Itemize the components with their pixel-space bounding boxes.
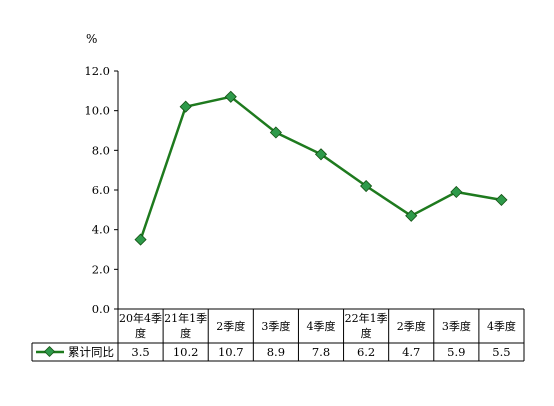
data-value-label: 10.7 (218, 345, 244, 359)
series-line (139, 95, 502, 241)
legend-label: 累计同比 (68, 345, 114, 359)
data-point-marker (179, 100, 192, 113)
data-value-label: 5.9 (447, 345, 465, 359)
data-value-label: 6.2 (357, 345, 375, 359)
category-label: 4季度 (487, 319, 516, 333)
category-label: 4季度 (307, 319, 336, 333)
legend: 累计同比 (36, 345, 114, 359)
data-point-marker (314, 148, 328, 161)
data-value-label: 4.7 (402, 345, 420, 359)
data-value-label: 5.5 (492, 345, 510, 359)
data-table-grid (31, 308, 525, 362)
y-tick-label: 8.0 (92, 143, 110, 157)
y-tick-label: 2.0 (92, 262, 110, 276)
category-label: 度 (135, 326, 146, 340)
category-label: 2季度 (397, 319, 426, 333)
y-tick-label: 0.0 (92, 302, 110, 316)
y-tick-label: 10.0 (84, 104, 110, 118)
y-tick-label: 12.0 (84, 64, 110, 78)
category-label: 3季度 (442, 319, 471, 333)
y-axis: 0.0 2.0 4.0 6.0 8.0 10.0 12.0 (84, 64, 119, 316)
category-label: 20年4季 (119, 311, 162, 325)
category-label: 3季度 (261, 319, 290, 333)
data-value-label: 7.8 (312, 345, 330, 359)
value-labels: 3.5 10.2 10.7 8.9 7.8 6.2 4.7 5.9 5.5 (131, 345, 510, 359)
data-value-label: 3.5 (131, 345, 149, 359)
data-point-marker (269, 126, 282, 139)
data-value-label: 10.2 (173, 345, 199, 359)
legend-marker (43, 345, 56, 358)
data-point-marker (450, 185, 463, 199)
category-label: 度 (180, 326, 191, 340)
category-label: 度 (361, 326, 372, 340)
y-unit-label: % (86, 32, 97, 46)
data-point-marker (495, 193, 508, 206)
y-tick-label: 4.0 (92, 223, 110, 237)
category-label: 21年1季 (164, 311, 207, 325)
data-value-label: 8.9 (267, 345, 285, 359)
series-polyline (139, 95, 502, 241)
y-tick-label: 6.0 (92, 183, 110, 197)
data-point-marker (134, 233, 147, 246)
category-label: 22年1季 (345, 311, 388, 325)
category-label: 2季度 (216, 319, 245, 333)
series-markers (134, 90, 508, 246)
data-point-marker (360, 179, 373, 193)
data-point-marker (224, 90, 237, 103)
data-point-marker (405, 209, 418, 222)
